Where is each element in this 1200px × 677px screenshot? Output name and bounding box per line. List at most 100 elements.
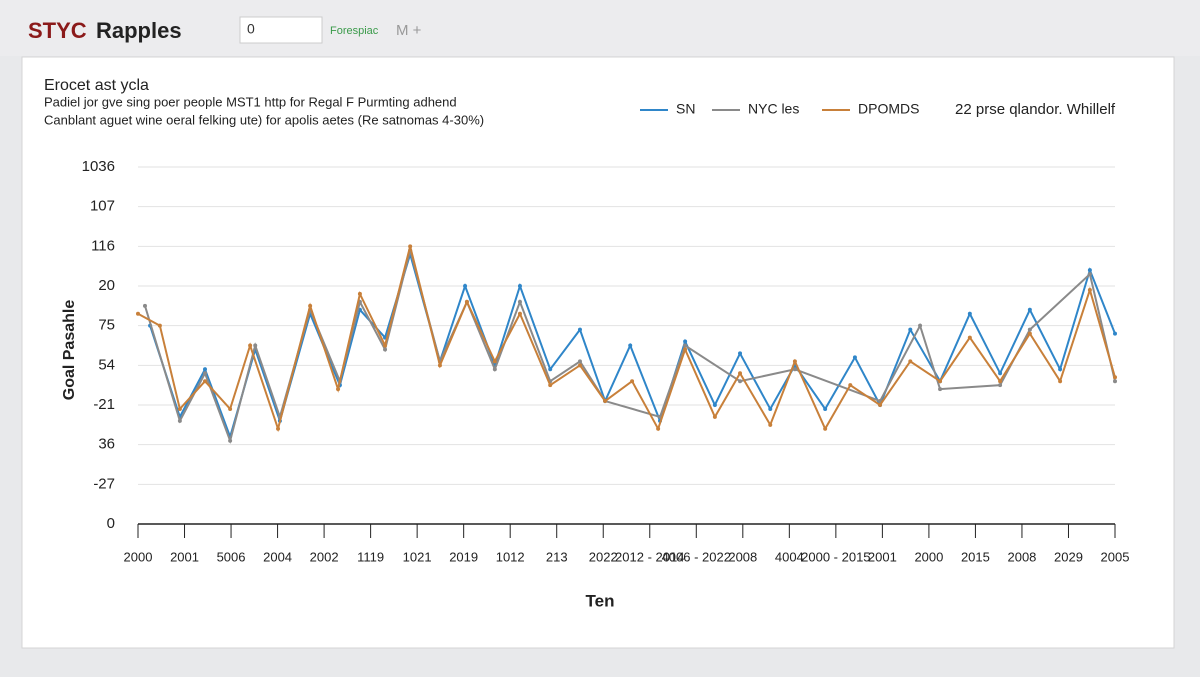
y-tick-label: 54 (98, 356, 115, 373)
point (308, 303, 313, 308)
point (517, 311, 522, 316)
point (548, 367, 553, 372)
x-tick-label: 2000 (914, 549, 943, 564)
x-tick-label: 2004 (263, 549, 292, 564)
point (1087, 272, 1092, 277)
y-tick-label: 116 (91, 237, 115, 254)
input-value: 0 (247, 21, 255, 37)
point (1087, 287, 1092, 292)
point (998, 383, 1003, 388)
point (683, 347, 688, 352)
point (768, 422, 773, 427)
point (228, 438, 233, 443)
point (712, 414, 717, 419)
point (938, 379, 943, 384)
x-tick-label: 4006 - 2022 (662, 549, 731, 564)
x-tick-label: 2029 (1054, 549, 1083, 564)
point (577, 363, 582, 368)
x-tick-label: 1119 (357, 549, 384, 564)
y-tick-label: 20 (98, 277, 115, 294)
point (630, 379, 635, 384)
panel (21, 56, 1175, 649)
point (1027, 327, 1032, 332)
x-tick-label: 2015 (961, 549, 990, 564)
point (177, 406, 182, 411)
y-tick-label: 36 (98, 436, 115, 453)
point (848, 383, 853, 388)
point (712, 403, 717, 407)
point (202, 367, 207, 372)
point (683, 343, 688, 348)
x-tick-label: 2000 (124, 549, 153, 564)
brand-prefix: STYC (28, 18, 87, 43)
point (276, 426, 281, 431)
link[interactable]: Forespiac (330, 25, 379, 37)
subtitle: Canblant aguet wine oeral felking ute) f… (44, 112, 484, 127)
x-tick-label: 2008 (1007, 549, 1036, 564)
point (1087, 268, 1092, 273)
point (792, 367, 797, 372)
point (228, 406, 233, 411)
legend-label: SN (676, 101, 695, 117)
point (998, 371, 1003, 376)
point (1027, 331, 1032, 336)
point (768, 406, 773, 411)
point (967, 311, 972, 316)
y-tick-label: 75 (98, 317, 115, 334)
point (383, 343, 388, 348)
point (548, 383, 553, 388)
y-axis-label: Goal Pasahle (61, 300, 78, 401)
point (998, 379, 1003, 384)
point (492, 359, 497, 364)
search-input[interactable] (239, 16, 323, 44)
x-tick-label: 2012 - 2014 (615, 549, 684, 564)
x-tick-label: 2000 - 2015 (801, 549, 870, 564)
point (492, 367, 497, 372)
point (177, 418, 182, 423)
point (142, 303, 147, 308)
point (908, 327, 913, 332)
point (136, 311, 140, 316)
x-tick-label: 2002 (310, 549, 339, 564)
x-tick-label: 2005 (1101, 549, 1130, 564)
point (577, 359, 582, 364)
point (878, 403, 883, 407)
y-tick-label: 0 (107, 515, 115, 532)
y-tick-label: -21 (93, 396, 115, 413)
x-axis-label: Ten (586, 591, 615, 610)
point (918, 323, 923, 328)
x-tick-label: 1012 (496, 549, 525, 564)
brand: Rapples (96, 18, 182, 43)
point (628, 343, 633, 348)
point (1113, 379, 1117, 384)
icon-button[interactable]: M + (396, 22, 422, 39)
point (683, 339, 688, 344)
point (908, 359, 913, 364)
point (938, 387, 943, 392)
chart-title: Erocet ast ycla (44, 77, 149, 94)
point (852, 355, 857, 360)
point (792, 359, 797, 364)
point (967, 335, 972, 340)
point (738, 379, 743, 384)
point (248, 343, 253, 348)
x-tick-label: 2019 (449, 549, 478, 564)
subtitle: Padiel jor gve sing poer people MST1 htt… (44, 94, 457, 109)
y-tick-label: 1036 (82, 158, 115, 175)
top-bar (0, 0, 1200, 56)
point (336, 387, 341, 392)
point (517, 284, 522, 288)
point (1113, 375, 1117, 380)
x-tick-label: 1021 (403, 549, 432, 564)
point (656, 426, 661, 431)
point (202, 371, 207, 376)
point (517, 299, 522, 304)
legend-note: 22 prse qlandor. Whillelf (955, 101, 1116, 118)
point (253, 343, 258, 348)
point (408, 244, 413, 249)
point (202, 379, 207, 384)
point (1113, 331, 1117, 336)
point (437, 363, 442, 368)
